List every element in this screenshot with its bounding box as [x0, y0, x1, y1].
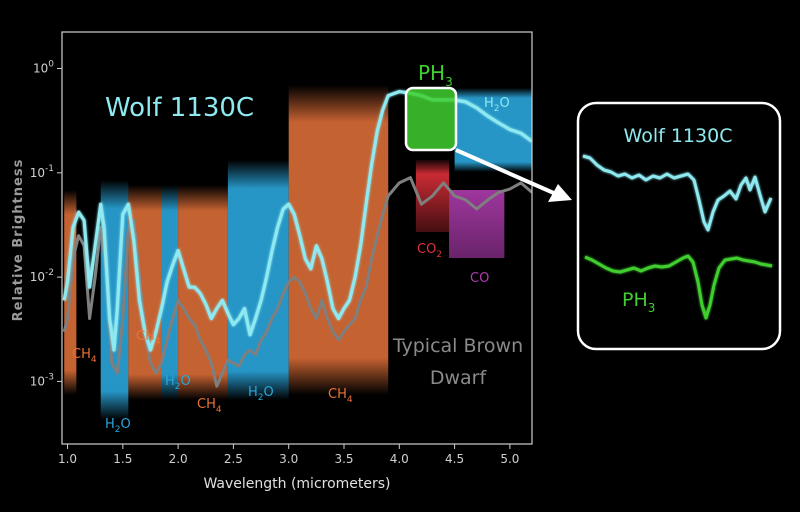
x-tick-label: 4.0 — [390, 452, 409, 466]
y-axis-label: Relative Brightness — [11, 159, 26, 322]
band-label-ch4: CH4 — [197, 397, 222, 415]
band-ch4-6 — [288, 85, 389, 395]
x-axis-ticks: 1.0 1.5 2.0 2.5 3.0 3.5 4.0 4.5 5.0 — [58, 444, 519, 466]
band-label-ch4: CH4 — [136, 329, 161, 347]
band-label-ch4: CH4 — [72, 347, 97, 365]
band-label-h2o: H2O — [484, 96, 510, 114]
x-tick-label: 1.5 — [113, 452, 132, 466]
x-tick-label: 1.0 — [58, 452, 77, 466]
zoom-arrow-head — [548, 184, 572, 202]
x-tick-label: 5.0 — [500, 452, 519, 466]
series-line-brown-dwarf — [62, 176, 532, 388]
brown-dwarf-label-line1: Typical Brown — [392, 335, 523, 357]
inset-ph3-line — [584, 254, 773, 320]
inset-panel: Wolf 1130C PH3 — [576, 101, 782, 351]
x-tick-label: 3.5 — [334, 452, 353, 466]
plot-frame — [61, 31, 533, 445]
band-h2o-5 — [227, 160, 289, 400]
spectra — [62, 89, 532, 388]
inset-ph3-label: PH3 — [622, 289, 655, 315]
band-label-h2o: H2O — [165, 374, 191, 392]
band-label-h2o: H2O — [248, 385, 274, 403]
x-axis-label: Wavelength (micrometers) — [203, 476, 390, 492]
y-tick-label: 10-2 — [30, 268, 54, 284]
band-labels: CH4 H2O CH4 H2O CH4 H2O CH4 CO2 CO H2O — [72, 96, 510, 435]
band-label-co2: CO2 — [417, 242, 442, 260]
x-tick-label: 4.5 — [445, 452, 464, 466]
band-ch4-4 — [178, 185, 228, 400]
ph3-highlight-box — [404, 86, 458, 152]
y-tick-label: 10-1 — [30, 164, 54, 180]
band-label-ch4: CH4 — [328, 387, 353, 405]
brown-dwarf-label-line2: Dwarf — [430, 367, 488, 389]
ph3-top-label: PH3 — [418, 61, 453, 89]
y-tick-label: 100 — [33, 60, 54, 76]
y-axis-ticks: 100 10-1 10-2 10-3 — [30, 60, 62, 388]
band-label-h2o: H2O — [105, 417, 131, 435]
wolf-title: Wolf 1130C — [105, 93, 254, 123]
y-tick-label: 10-3 — [30, 372, 54, 388]
series-line-wolf-1130c — [62, 89, 532, 352]
x-tick-label: 3.0 — [279, 452, 298, 466]
x-tick-label: 2.0 — [169, 452, 188, 466]
inset-title: Wolf 1130C — [624, 125, 733, 147]
band-ch4-2 — [128, 185, 162, 400]
inset-wolf-line — [582, 154, 773, 232]
x-tick-label: 2.5 — [224, 452, 243, 466]
band-label-co: CO — [470, 271, 489, 286]
band-co-8 — [449, 190, 505, 258]
zoom-arrow-line — [455, 148, 557, 196]
